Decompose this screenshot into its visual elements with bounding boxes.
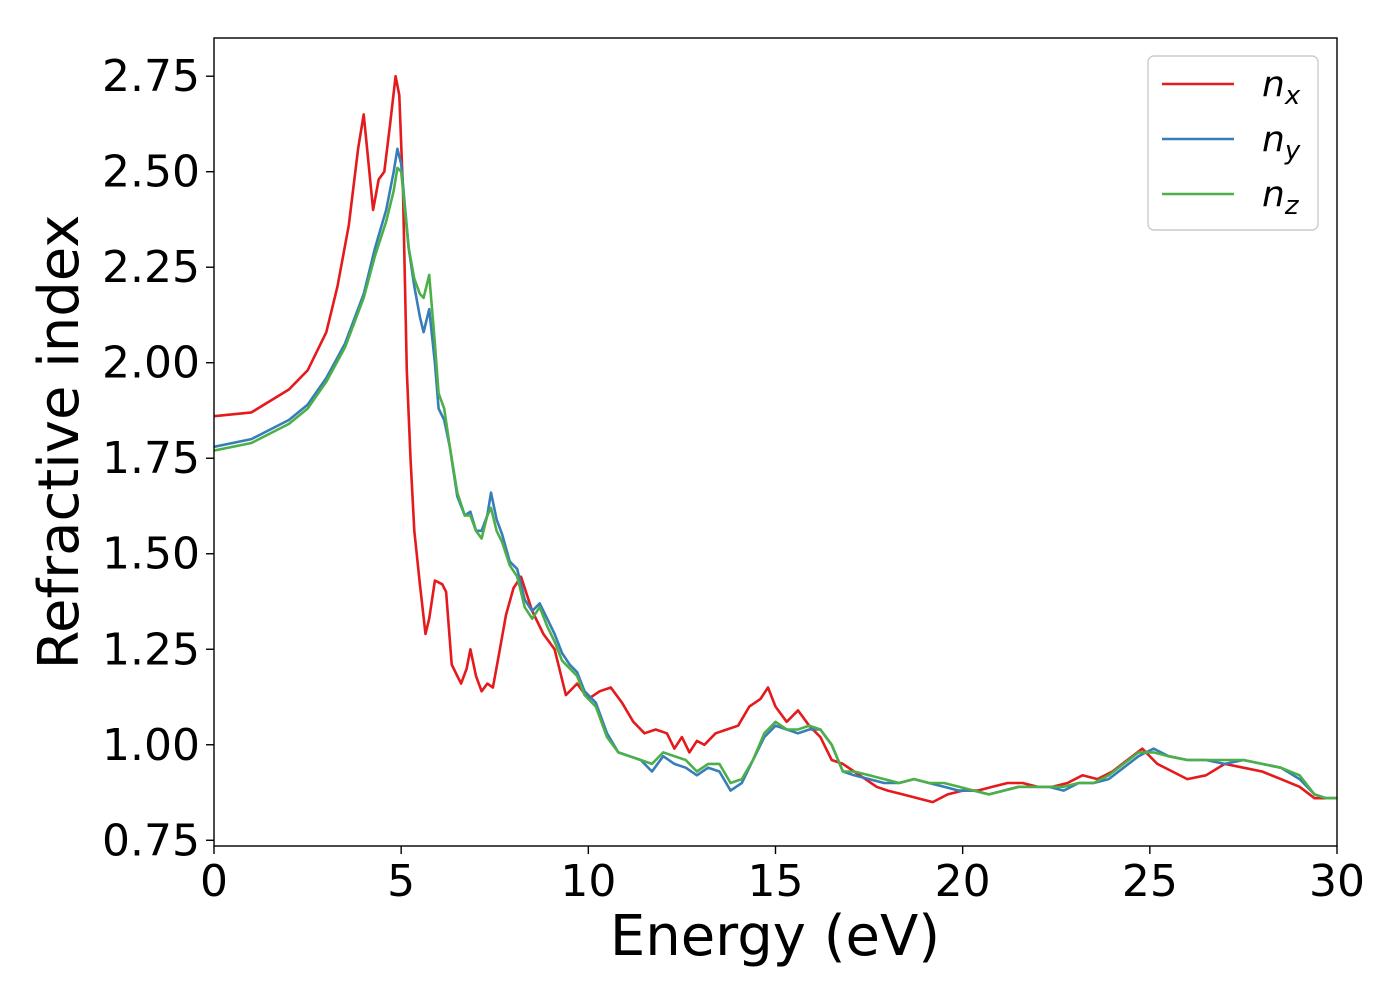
y-tick-label: 2.50 <box>102 147 200 198</box>
series-line-nz <box>214 166 1337 800</box>
y-tick-label: 1.75 <box>102 433 200 484</box>
x-axis-title: Energy (eV) <box>610 904 940 969</box>
y-tick-label: 2.00 <box>102 338 200 389</box>
x-tick-label: 10 <box>560 856 616 907</box>
legend-label-subscript: y <box>1284 136 1301 166</box>
x-axis: 0 5 10 15 20 25 30 <box>200 846 1365 907</box>
x-tick-label: 20 <box>935 856 991 907</box>
x-tick-label: 25 <box>1122 856 1178 907</box>
y-tick-label: 1.00 <box>102 720 200 771</box>
legend-label-nx: nx <box>1262 64 1301 111</box>
legend-label-main: n <box>1262 64 1285 105</box>
x-tick-label: 5 <box>387 856 415 907</box>
x-tick-label: 15 <box>748 856 804 907</box>
x-tick-label: 0 <box>200 856 228 907</box>
legend-label-nz: nz <box>1262 174 1300 221</box>
legend-label-subscript: x <box>1284 81 1301 111</box>
y-tick-label: 2.25 <box>102 242 200 293</box>
legend-label-main: n <box>1262 174 1285 215</box>
y-axis-title: Refractive index <box>27 215 92 670</box>
y-tick-label: 1.25 <box>102 624 200 675</box>
y-tick-label: 0.75 <box>102 815 200 866</box>
legend-box <box>1147 55 1319 231</box>
y-tick-label: 2.75 <box>102 51 200 102</box>
legend-label-ny: ny <box>1262 119 1301 166</box>
series-line-ny <box>214 147 1337 800</box>
y-tick-label: 1.50 <box>102 529 200 580</box>
series-line-nx <box>214 74 1337 804</box>
x-tick-label: 30 <box>1309 856 1365 907</box>
y-axis: 0.75 1.00 1.25 1.50 1.75 2.00 2.25 2.50 2.75 <box>102 51 214 866</box>
legend-label-subscript: z <box>1284 191 1300 221</box>
plot-area <box>214 74 1337 804</box>
legend-label-main: n <box>1262 119 1285 160</box>
